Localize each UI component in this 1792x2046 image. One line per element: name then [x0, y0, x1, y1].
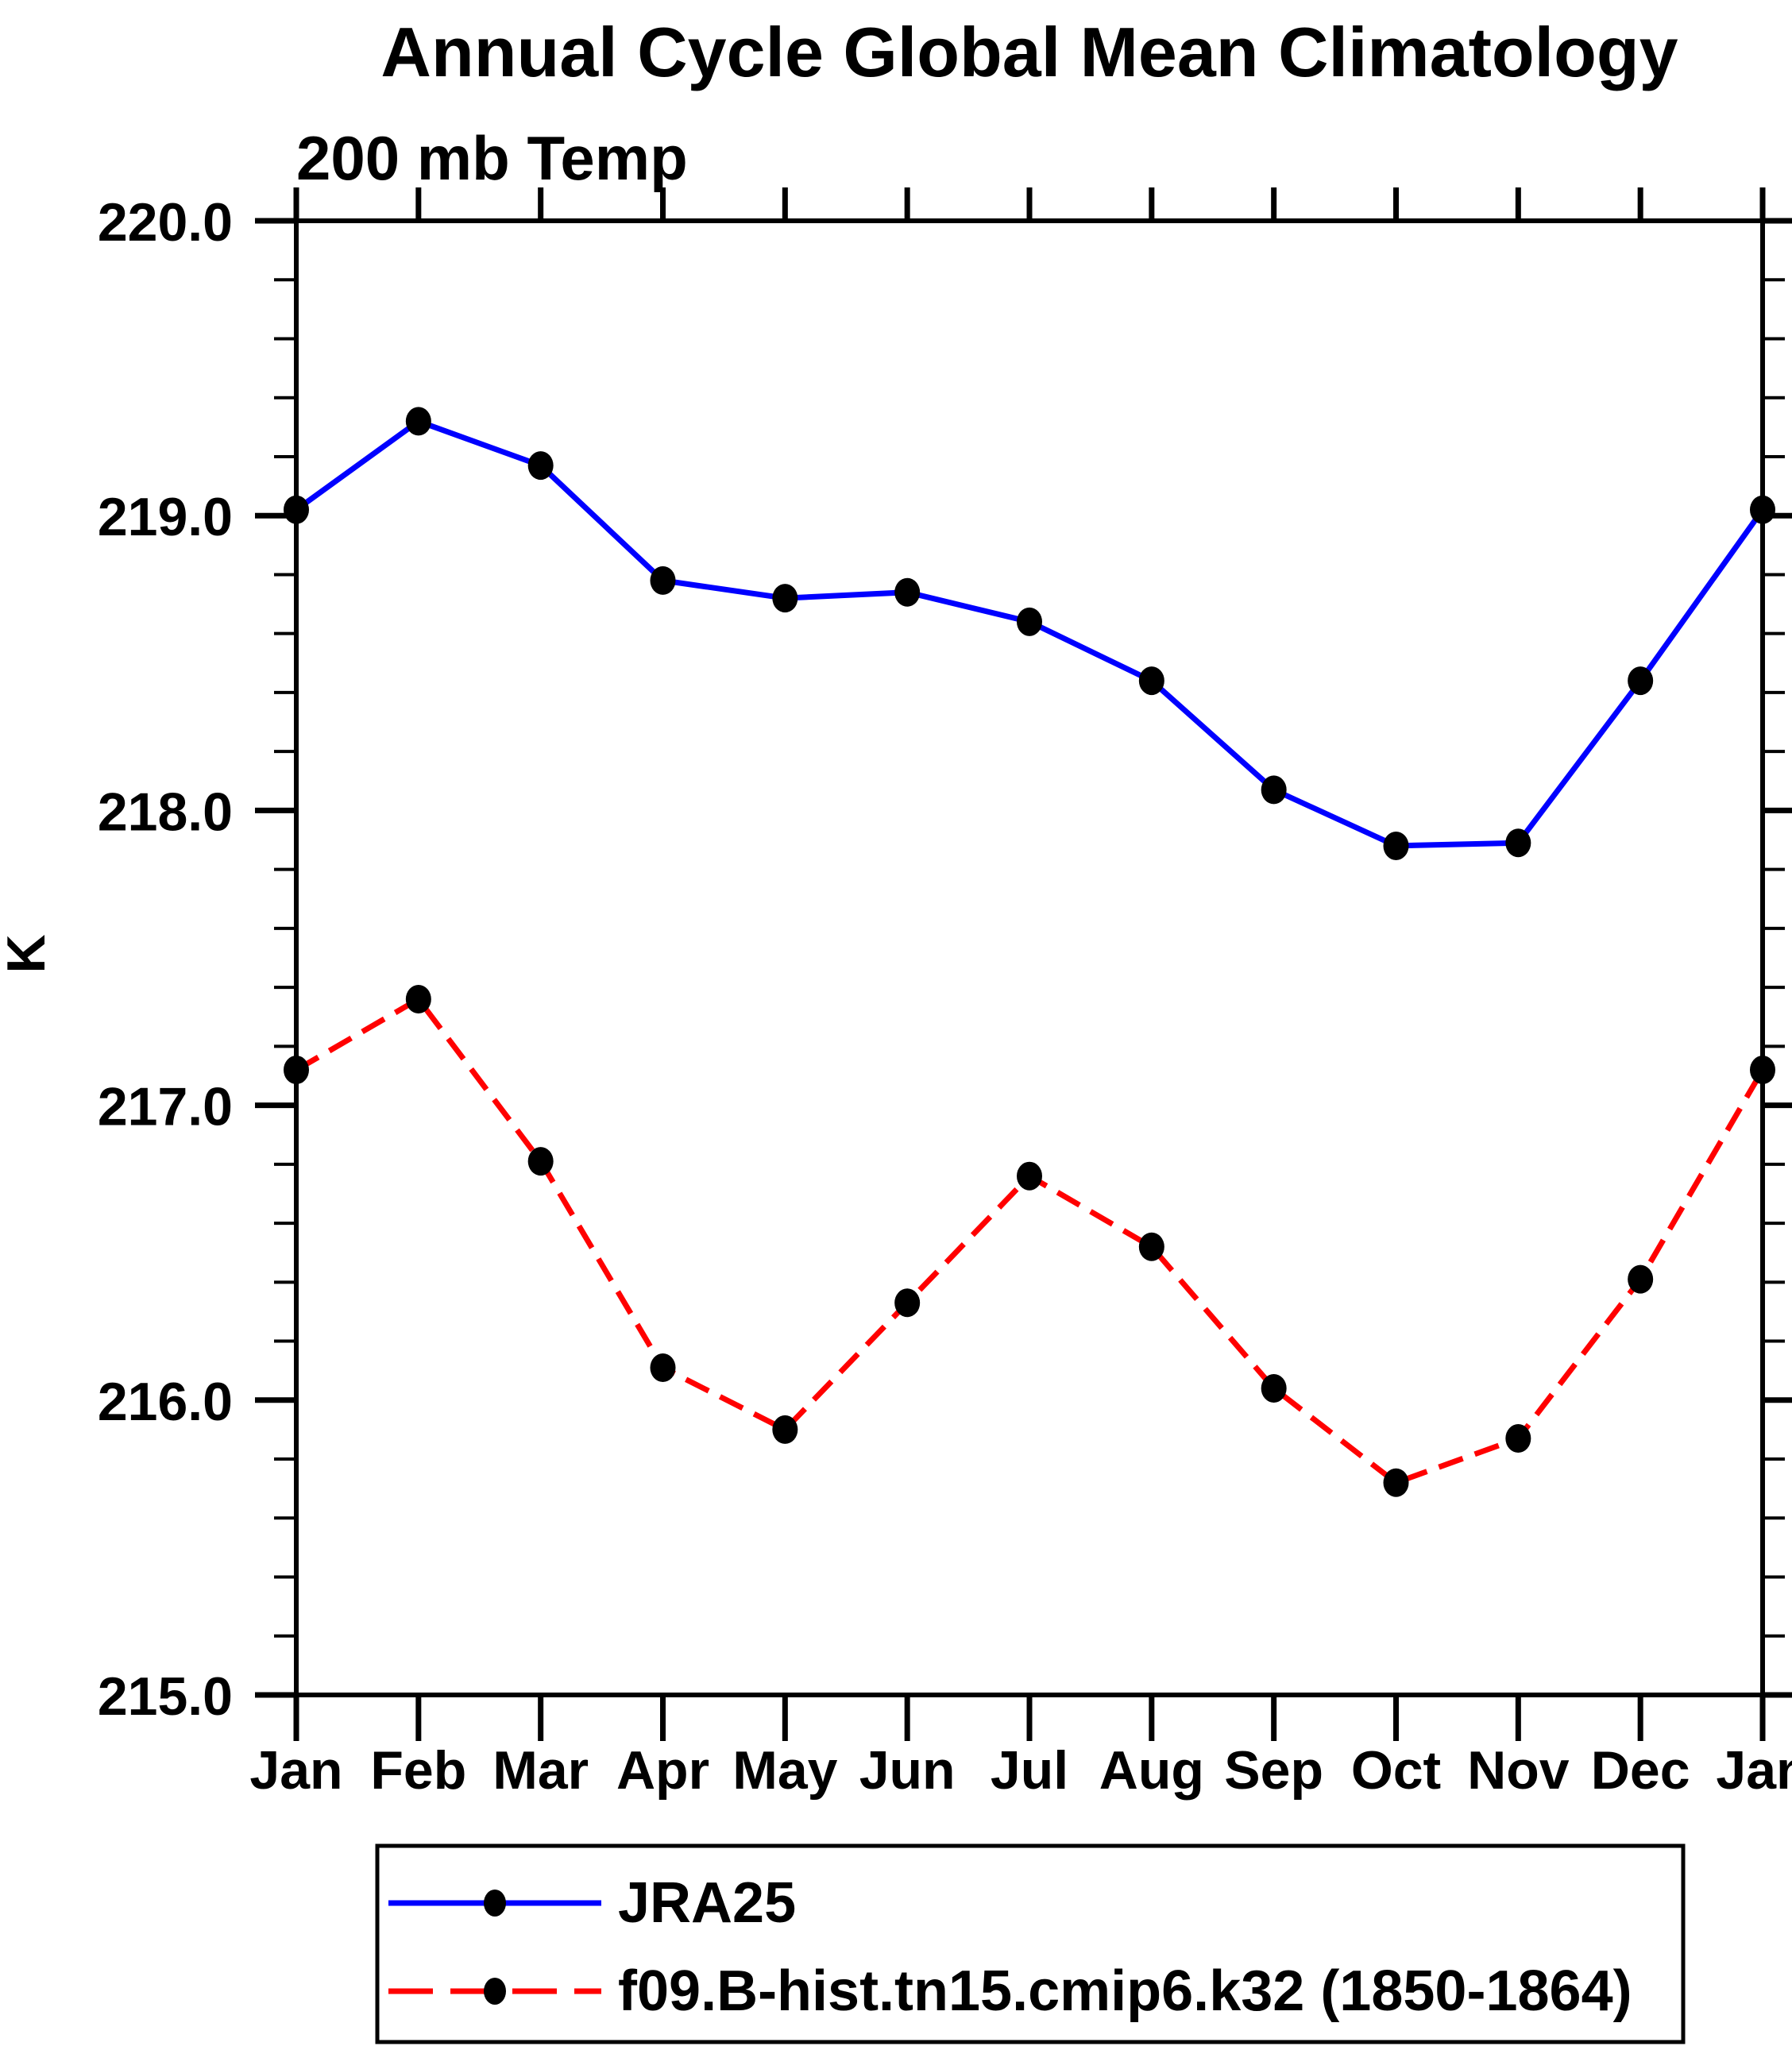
x-tick-label: Mar: [492, 1740, 589, 1801]
jra25-data-point: [1505, 828, 1531, 858]
jra25-data-point: [772, 584, 798, 613]
model-data-point: [894, 1288, 921, 1318]
jra25-data-point: [1261, 775, 1287, 805]
series-layer: [284, 407, 1775, 1497]
y-tick-label: 220.0: [98, 192, 233, 253]
jra25-data-point: [284, 495, 309, 524]
jra25-data-point: [1750, 495, 1775, 524]
x-tick-label: Aug: [1099, 1740, 1204, 1801]
model-data-point: [1383, 1468, 1409, 1497]
jra25-data-point: [405, 407, 431, 436]
x-tick-label: Feb: [370, 1740, 466, 1801]
model-data-point: [405, 984, 431, 1013]
model-data-point: [1628, 1264, 1654, 1294]
jra25-data-point: [650, 566, 676, 595]
model-data-point: [1017, 1161, 1042, 1191]
chart-subtitle: 200 mb Temp: [296, 123, 688, 193]
axes-layer: 220.0 219.0 218.0 217.0 216.0 215.0 Jan Feb Mar A…: [98, 187, 1792, 1801]
y-tick-label: 217.0: [98, 1077, 233, 1137]
legend: JRA25 f09.B-hist.tn15.cmip6.k32 (1850-18…: [375, 1843, 1686, 2044]
jra25-data-point: [1628, 666, 1654, 696]
model-data-point: [1138, 1232, 1164, 1261]
model-data-point: [772, 1415, 798, 1444]
x-tick-label: Apr: [616, 1740, 709, 1801]
x-tick-label: Oct: [1351, 1740, 1441, 1801]
model-line: [295, 995, 1766, 1486]
jra25-data-point: [527, 451, 554, 481]
legend-label-model: f09.B-hist.tn15.cmip6.k32 (1850-1864): [618, 1959, 1632, 2023]
y-tick-label: 215.0: [98, 1666, 233, 1727]
legend-samples: [388, 1890, 601, 2005]
chart-title: Annual Cycle Global Mean Climatology: [380, 13, 1678, 91]
jra25-data-point: [1017, 607, 1042, 636]
legend-box: [375, 1843, 1686, 2044]
model-data-point: [1505, 1424, 1531, 1453]
model-data-point: [527, 1147, 554, 1176]
y-tick-label: 219.0: [98, 487, 233, 547]
x-tick-label: Jan: [1716, 1740, 1792, 1801]
jra25-data-point: [1383, 831, 1409, 860]
x-tick-label: May: [732, 1740, 837, 1801]
y-tick-label: 218.0: [98, 782, 233, 842]
jra25-data-point: [1138, 666, 1164, 696]
jra25-data-point: [894, 577, 921, 607]
x-tick-label: Jul: [991, 1740, 1068, 1801]
model-data-point: [1750, 1056, 1775, 1085]
model-data-point: [650, 1353, 676, 1382]
x-tick-label: Jan: [249, 1740, 342, 1801]
plot-frame: [294, 218, 1765, 1697]
x-tick-label: Jun: [859, 1740, 956, 1801]
y-axis-title: K: [0, 934, 56, 973]
y-tick-label: 216.0: [98, 1372, 233, 1432]
model-data-point: [1261, 1373, 1287, 1403]
x-tick-label: Nov: [1467, 1740, 1570, 1801]
x-tick-label: Sep: [1224, 1740, 1323, 1801]
legend-marker-sample: [484, 1978, 506, 2005]
model-data-point: [284, 1056, 309, 1085]
legend-marker-sample: [484, 1890, 506, 1917]
x-tick-label: Dec: [1591, 1740, 1690, 1801]
legend-label-jra25: JRA25: [618, 1871, 796, 1935]
